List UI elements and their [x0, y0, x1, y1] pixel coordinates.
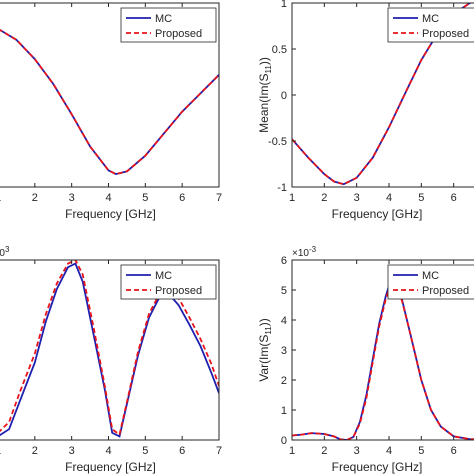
- x-tick-label: 5: [142, 445, 148, 457]
- y-tick-label: 3: [281, 345, 287, 357]
- x-tick-label: 3: [69, 445, 75, 457]
- series-line-proposed: [0, 28, 219, 176]
- x-tick-label: 6: [179, 192, 185, 204]
- legend: MC Proposed: [120, 264, 217, 300]
- x-axis-label: Frequency [GHz]: [65, 207, 156, 221]
- y-tick-label: 0: [281, 90, 287, 102]
- series-line-proposed: [0, 260, 219, 437]
- series-line-mc: [0, 262, 219, 438]
- y-tick-label: 0.5: [272, 44, 287, 56]
- legend-box: [387, 264, 474, 300]
- x-tick-label: 1: [289, 445, 295, 457]
- x-tick-label: 3: [69, 192, 75, 204]
- x-tick-label: 4: [105, 192, 111, 204]
- y-tick-label: 1: [281, 405, 287, 417]
- x-tick-label: 5: [418, 445, 424, 457]
- legend-label: MC: [155, 13, 172, 25]
- x-tick-label: 1: [0, 192, 1, 204]
- x-tick-label: 7: [216, 445, 222, 457]
- subplot-3: 1 2 3 4 5 6 7 Frequency [GHz] ×103 MC Proposed: [0, 245, 222, 474]
- x-tick-label: 6: [451, 445, 457, 457]
- x-tick-label: 2: [32, 445, 38, 457]
- x-tick-label: 6: [451, 192, 457, 204]
- legend-label: MC: [422, 270, 439, 282]
- x-tick-label: 4: [386, 445, 392, 457]
- x-tick-label: 1: [289, 192, 295, 204]
- series-line-proposed: [292, 282, 474, 440]
- exponent-label: ×10-3: [292, 245, 317, 259]
- y-tick-label: 1: [281, 0, 287, 10]
- x-tick-label: 4: [386, 192, 392, 204]
- y-tick-label: -0.5: [268, 136, 287, 148]
- legend-box: [120, 7, 217, 43]
- subplot-1: 1 2 3 4 5 6 7 Frequency [GHz] MC Proposed: [0, 2, 222, 221]
- series-line-mc: [292, 279, 474, 440]
- x-tick-label: 4: [105, 445, 111, 457]
- x-tick-label: 3: [354, 192, 360, 204]
- x-axis-label: Frequency [GHz]: [332, 460, 423, 474]
- y-tick-label: -1: [277, 182, 287, 194]
- x-tick-label: 3: [354, 445, 360, 457]
- y-tick-label: 6: [281, 255, 287, 267]
- y-axis-label: Var(Im(S11)): [257, 318, 273, 381]
- y-axis-label: Mean(Im(S11)): [257, 57, 273, 133]
- x-tick-label: 2: [321, 445, 327, 457]
- x-axis-label: Frequency [GHz]: [332, 207, 423, 221]
- y-tick-label: 5: [281, 285, 287, 297]
- x-tick-label: 2: [321, 192, 327, 204]
- legend: MC Proposed: [387, 7, 474, 43]
- legend-label: MC: [422, 13, 439, 25]
- legend-box: [387, 7, 474, 43]
- x-tick-label: 2: [32, 192, 38, 204]
- subplot-4: 12345670123456Frequency [GHz]Var(Im(S11)…: [257, 245, 474, 474]
- y-tick-label: 2: [281, 375, 287, 387]
- x-tick-label: 1: [0, 445, 1, 457]
- x-tick-label: 5: [142, 192, 148, 204]
- legend-label: MC: [155, 270, 172, 282]
- y-tick-label: 4: [281, 315, 287, 327]
- x-tick-label: 5: [418, 192, 424, 204]
- legend-box: [120, 264, 217, 300]
- x-tick-label: 7: [216, 192, 222, 204]
- x-axis-label: Frequency [GHz]: [65, 460, 156, 474]
- series-line-proposed: [292, 3, 474, 186]
- legend-label: Proposed: [422, 28, 469, 40]
- legend-label: Proposed: [155, 28, 202, 40]
- series-line-mc: [0, 28, 219, 176]
- x-tick-label: 6: [179, 445, 185, 457]
- legend: MC Proposed: [387, 264, 474, 300]
- legend: MC Proposed: [120, 7, 217, 43]
- y-tick-label: 0: [281, 435, 287, 447]
- legend-label: Proposed: [422, 285, 469, 297]
- exponent-label: ×103: [0, 245, 10, 259]
- legend-label: Proposed: [155, 285, 202, 297]
